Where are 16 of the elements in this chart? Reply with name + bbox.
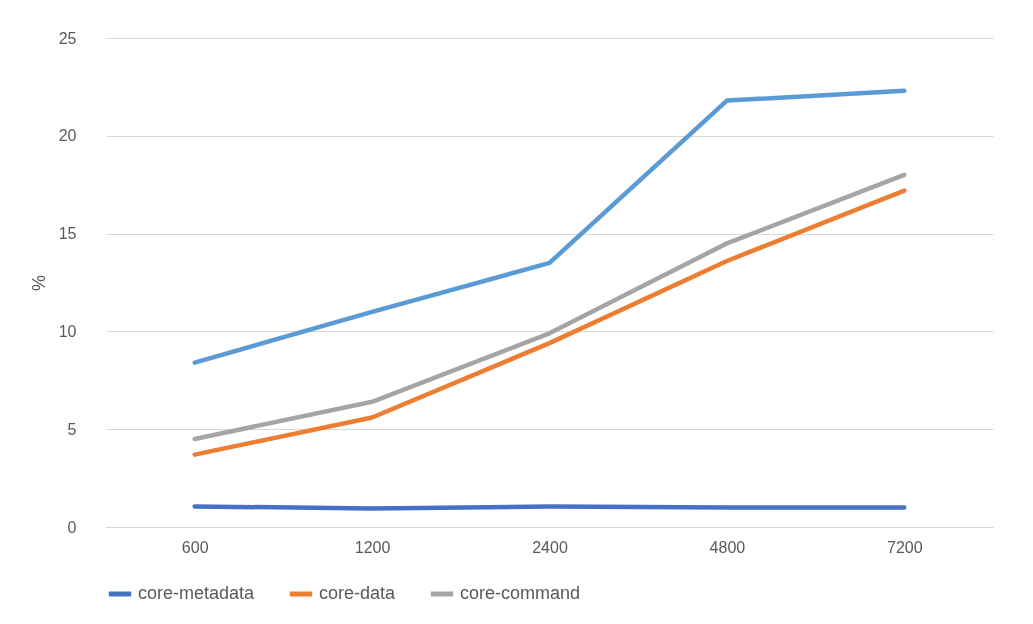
y-tick-label: 20 xyxy=(58,127,77,145)
y-tick-label: 5 xyxy=(67,420,77,438)
legend-label: core-metadata xyxy=(138,583,256,603)
y-tick-label: 0 xyxy=(67,518,77,536)
x-tick-label: 1200 xyxy=(354,538,391,556)
y-tick-label: 10 xyxy=(58,322,77,340)
line-series xyxy=(192,88,907,365)
y-axis-title: % xyxy=(28,274,49,292)
x-tick-label: 4800 xyxy=(709,538,746,556)
x-tick-label: 7200 xyxy=(887,538,923,556)
x-tick-label: 2400 xyxy=(532,538,568,556)
legend-label: core-data xyxy=(319,583,397,603)
x-tick-label: 600 xyxy=(181,538,209,556)
y-tick-label: 25 xyxy=(58,29,77,47)
legend-label: core-command xyxy=(460,583,581,603)
y-tick-label: 15 xyxy=(58,225,77,243)
